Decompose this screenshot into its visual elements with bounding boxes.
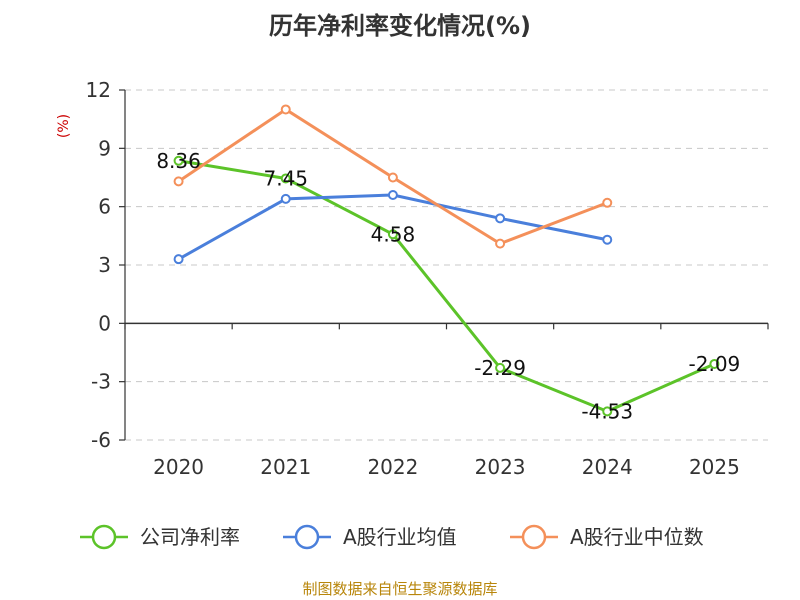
axes: 12 9 6 3 0 -3 -6 2020 2021 2022 2023 2024 2025 [86, 78, 769, 479]
series-lines [173, 104, 720, 417]
data-point [709, 358, 720, 369]
x-tick-label: 2024 [582, 455, 633, 479]
data-point [602, 406, 613, 417]
y-tick-label: 0 [98, 311, 111, 335]
data-point [280, 193, 291, 204]
data-point [387, 172, 398, 183]
legend-item-1[interactable]: A股行业均值 [283, 524, 457, 550]
data-point [495, 362, 506, 373]
legend[interactable]: 公司净利率 A股行业均值 A股行业中位数 [80, 524, 704, 550]
legend-item-2[interactable]: A股行业中位数 [510, 524, 704, 550]
data-label: -2.29 [474, 356, 526, 380]
y-tick-label: -6 [91, 428, 111, 452]
data-labels: 8.36 7.45 4.58 -2.29 -4.53 -2.09 [156, 149, 740, 424]
series-line-0 [178, 159, 716, 413]
y-tick-label: 6 [98, 195, 111, 219]
x-tick-label: 2022 [367, 455, 418, 479]
data-point [602, 234, 613, 245]
legend-item-0[interactable]: 公司净利率 [80, 524, 240, 550]
data-point [495, 238, 506, 249]
data-label: 8.36 [156, 149, 201, 173]
y-tick-label: -3 [91, 370, 111, 394]
data-label: -4.53 [581, 399, 633, 423]
data-point [173, 155, 184, 166]
data-point [173, 254, 184, 265]
chart-title: 历年净利率变化情况(%) [269, 12, 531, 40]
data-point [387, 229, 398, 240]
legend-swatch-marker [91, 524, 117, 550]
legend-label: A股行业中位数 [570, 525, 704, 549]
x-tick-label: 2023 [475, 455, 526, 479]
x-tick-label: 2025 [689, 455, 740, 479]
y-tick-label: 12 [86, 78, 111, 102]
x-tick-label: 2021 [260, 455, 311, 479]
legend-label: 公司净利率 [140, 525, 240, 549]
data-label: 4.58 [371, 222, 416, 246]
y-tick-label: 3 [98, 253, 111, 277]
data-point [280, 104, 291, 115]
data-label: 7.45 [263, 166, 308, 190]
x-tick-label: 2020 [153, 455, 204, 479]
legend-swatch-marker [521, 524, 547, 550]
data-point [602, 197, 613, 208]
legend-swatch-marker [294, 524, 320, 550]
data-point [173, 176, 184, 187]
data-point [495, 213, 506, 224]
data-label: -2.09 [689, 352, 741, 376]
data-source-note: 制图数据来自恒生聚源数据库 [302, 580, 497, 598]
y-axis-unit: (%) [56, 114, 72, 138]
y-tick-label: 9 [98, 136, 111, 160]
data-point [280, 173, 291, 184]
legend-label: A股行业均值 [343, 525, 457, 549]
gridlines [125, 89, 768, 441]
data-point [387, 190, 398, 200]
